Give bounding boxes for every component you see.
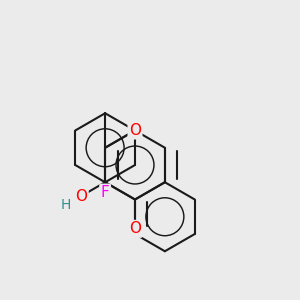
Text: H: H [61,198,71,212]
Text: O: O [129,221,141,236]
Text: O: O [129,123,141,138]
Text: O: O [75,188,87,203]
Text: F: F [101,185,110,200]
